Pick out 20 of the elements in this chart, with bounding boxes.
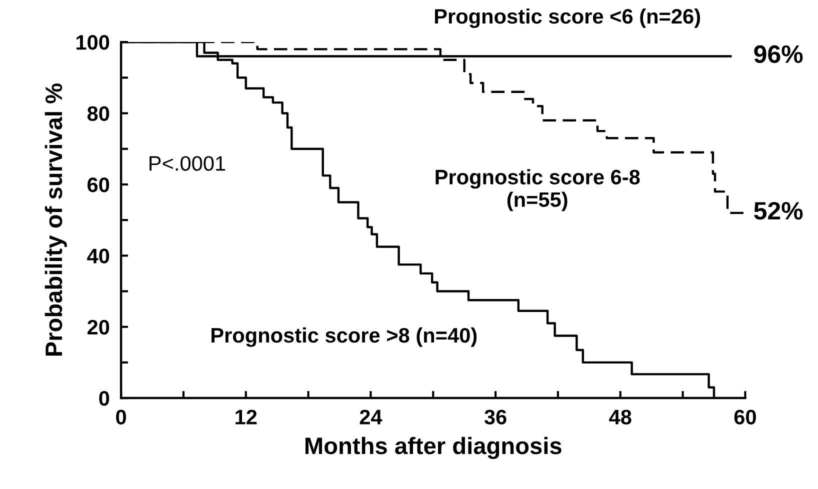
x-tick-label: 24 <box>360 410 382 424</box>
x-tick-label: 48 <box>609 410 632 424</box>
annotation: Prognostic score >8 (n=40) <box>212 327 477 347</box>
y-tick-label: 80 <box>87 106 110 122</box>
y-tick-label: 60 <box>88 177 110 192</box>
annotation: Prognostic score 6-8 (n=55) <box>436 169 640 212</box>
x-axis-title: Months after diagnosis <box>306 436 562 460</box>
y-axis-title: Probability of survival % <box>44 84 67 356</box>
annotation: P<.0001 <box>150 156 226 171</box>
x-tick-label: 0 <box>116 410 126 424</box>
y-tick-label: 0 <box>99 391 110 406</box>
y-tick-label: 20 <box>88 320 110 335</box>
x-tick-label: 12 <box>236 410 257 424</box>
y-tick-label: 40 <box>87 248 110 264</box>
y-tick-label: 100 <box>76 35 110 50</box>
text: 96% <box>754 45 803 64</box>
text: Prognostic score <6 (n=26) <box>434 8 700 28</box>
x-tick-label: 36 <box>484 410 506 424</box>
text: 52% <box>754 202 803 220</box>
x-tick-label: 60 <box>734 410 756 424</box>
